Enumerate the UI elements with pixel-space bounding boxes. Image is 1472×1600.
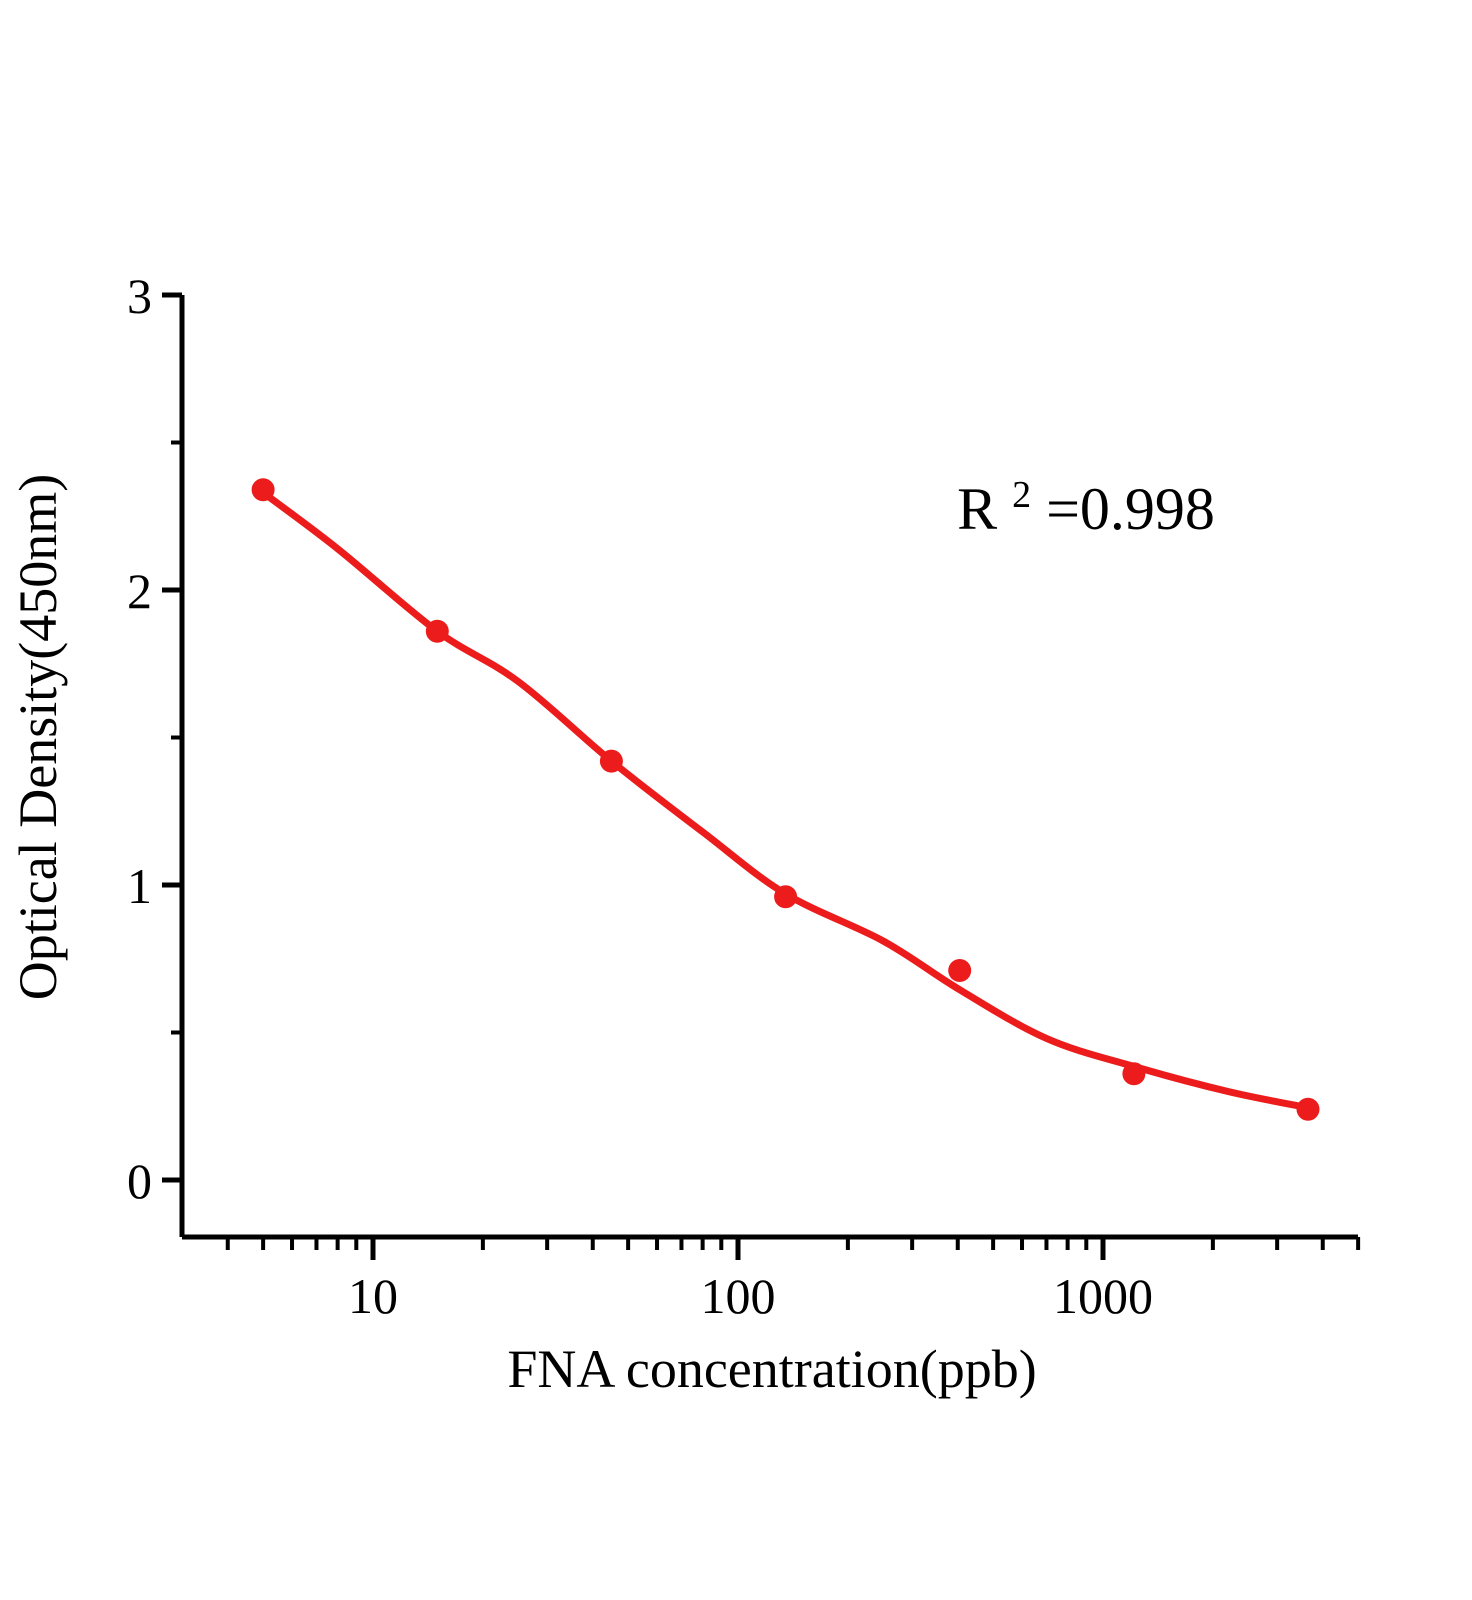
x-tick-label: 100: [701, 1268, 776, 1324]
data-point: [425, 619, 449, 643]
y-axis-title: Optical Density(450nm): [8, 474, 68, 1000]
data-point: [1296, 1097, 1320, 1121]
data-point: [251, 478, 275, 502]
r-squared-value: =0.998: [1046, 476, 1215, 542]
y-tick-label: 0: [127, 1153, 152, 1209]
plot-area: 0 1 2 3 10 100 1000: [127, 268, 1361, 1324]
data-point: [948, 959, 972, 982]
data-point: [774, 885, 798, 909]
y-tick-label: 1: [127, 858, 152, 914]
data-point: [1122, 1062, 1146, 1086]
y-tick-label: 2: [127, 563, 152, 619]
r-squared-superscript: 2: [1012, 474, 1031, 516]
x-tick-label: 10: [348, 1268, 398, 1324]
r-squared-annotation: R 2 =0.998: [957, 454, 1215, 542]
x-tick-label: 1000: [1053, 1268, 1153, 1324]
r-squared-base: R: [957, 476, 997, 542]
y-tick-label: 3: [127, 268, 152, 324]
data-point: [599, 749, 623, 773]
fit-curve: [259, 489, 1312, 1112]
x-axis-title: FNA concentration(ppb): [507, 1339, 1036, 1399]
